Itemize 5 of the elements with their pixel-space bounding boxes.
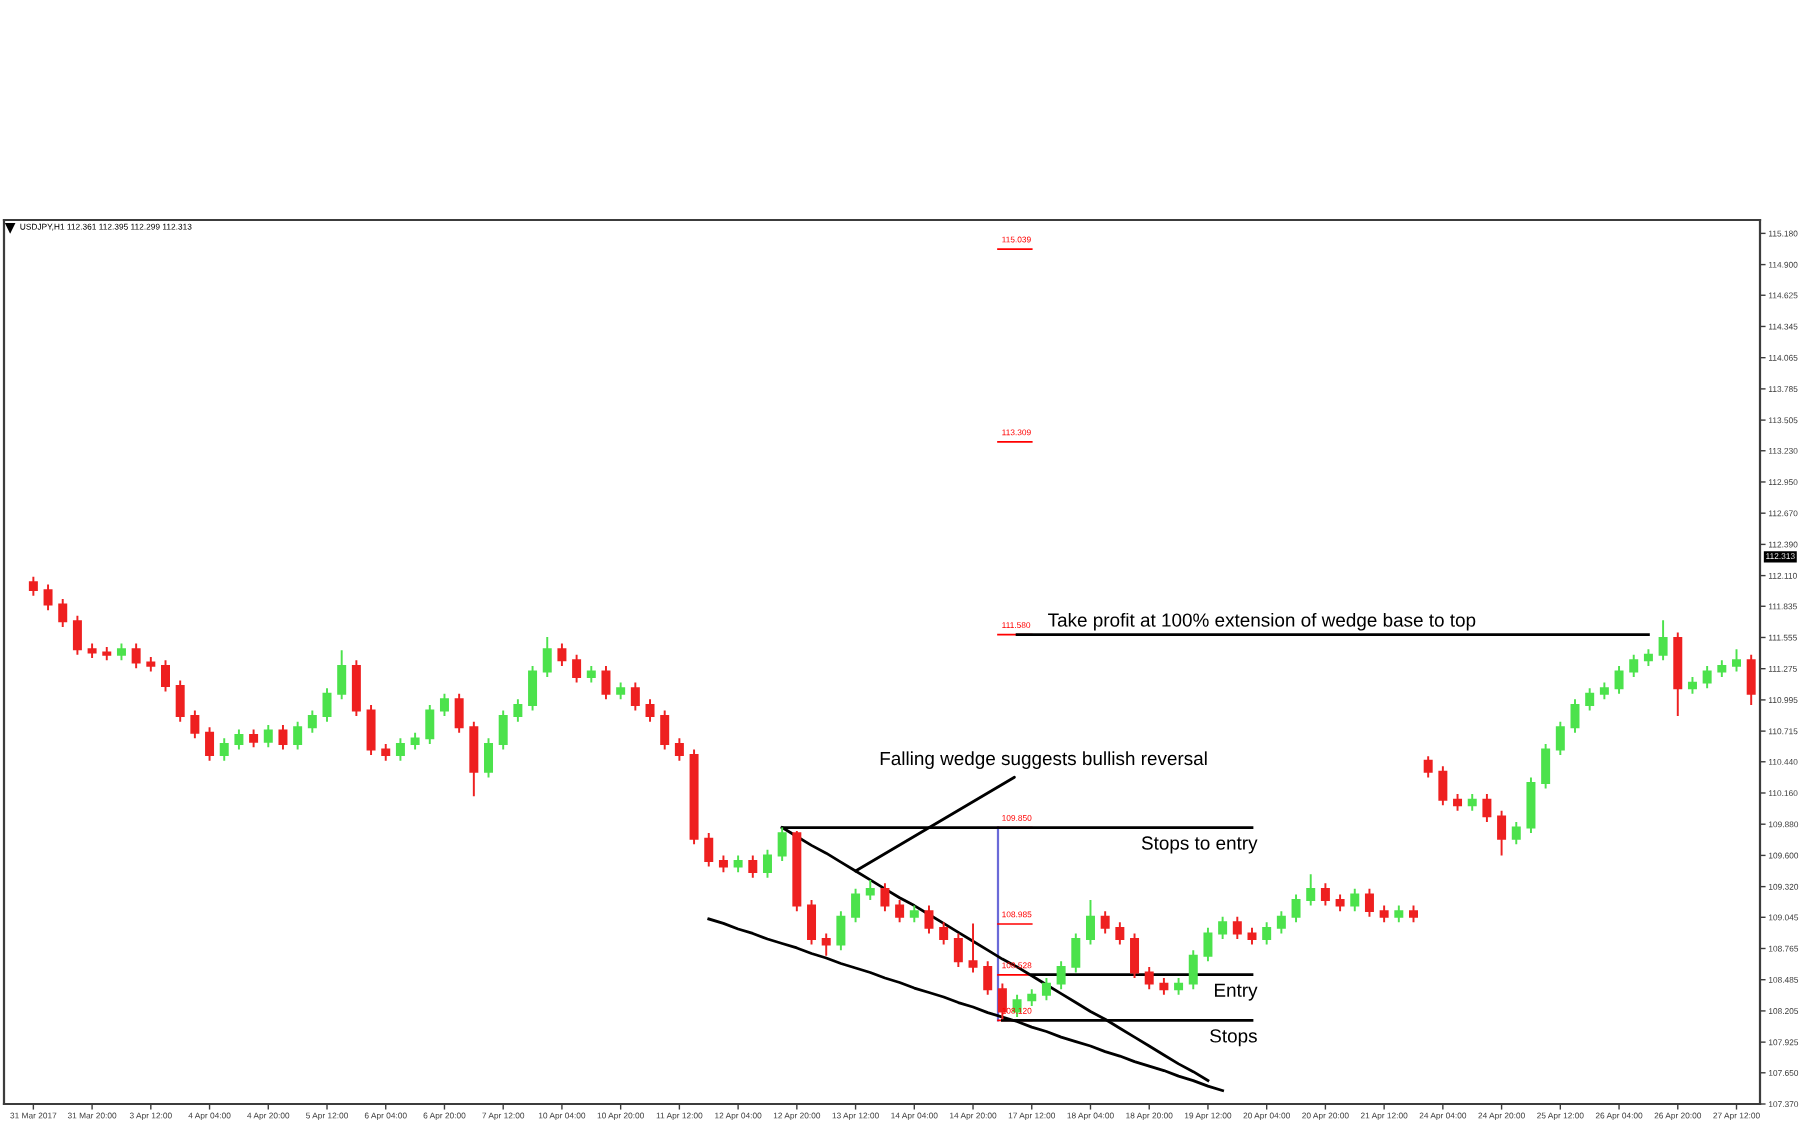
- series-label: Stops to entry: [1141, 836, 1258, 854]
- series-label: Entry: [1215, 983, 1258, 1001]
- series-label: Stops: [1210, 1029, 1257, 1047]
- annotation: Falling wedge suggests bullish reversal: [880, 751, 1207, 769]
- series-label: Take profit at 100% extension of wedge base to top: [1048, 612, 1476, 631]
